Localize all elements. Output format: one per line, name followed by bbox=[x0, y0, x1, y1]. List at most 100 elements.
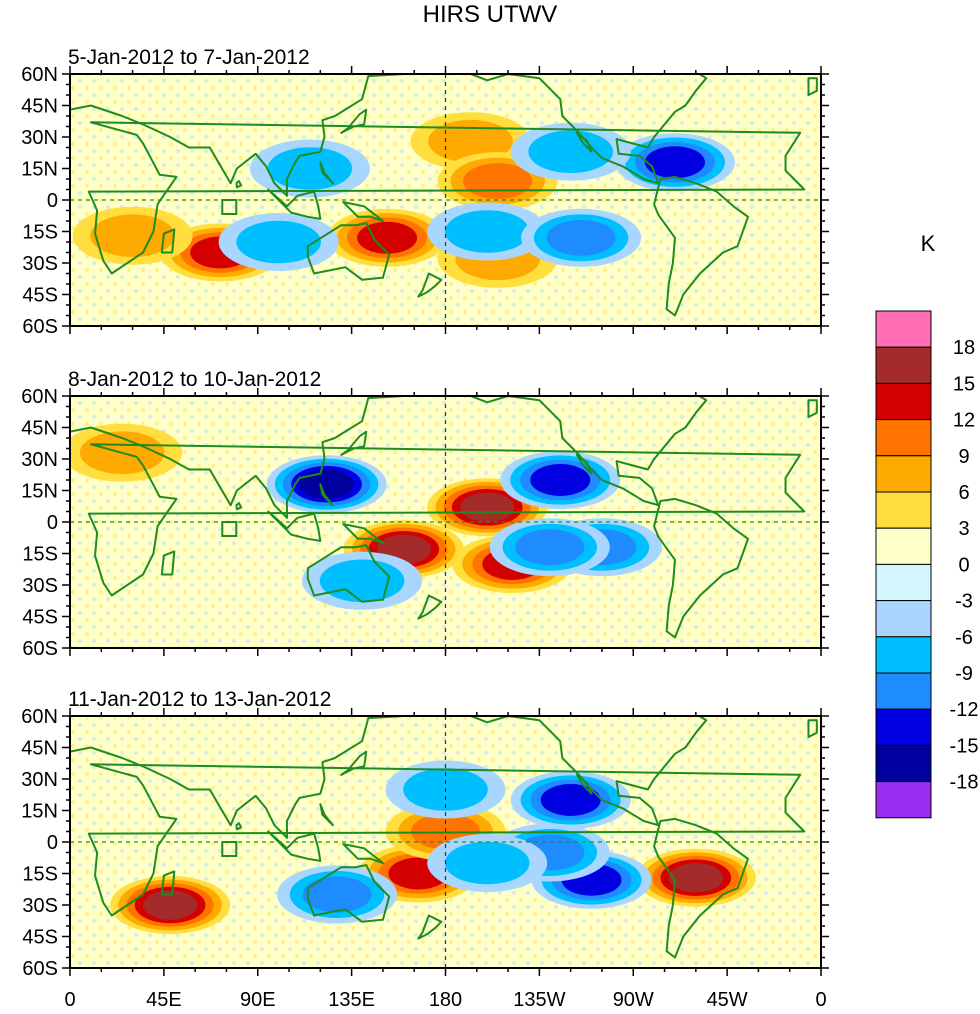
anomaly-negative bbox=[614, 133, 735, 192]
coastline-indonesia bbox=[267, 830, 322, 862]
colorbar-swatch bbox=[875, 491, 932, 529]
coastline-new-zealand bbox=[417, 914, 443, 940]
anomaly-negative bbox=[521, 208, 642, 267]
anomaly-negative bbox=[266, 455, 387, 514]
lat-tick-label: 60S bbox=[22, 638, 58, 660]
panel-title: 5-Jan-2012 to 7-Jan-2012 bbox=[68, 46, 310, 69]
colorbar-label: -18 bbox=[950, 772, 979, 794]
lon-tick-label: 0 bbox=[64, 989, 75, 1011]
lon-tick-label: 45W bbox=[707, 989, 748, 1011]
region-box bbox=[221, 841, 238, 857]
colorbar-label: 15 bbox=[953, 373, 975, 395]
coastline-africa bbox=[87, 121, 806, 275]
lon-tick-label: 0 bbox=[815, 989, 826, 1011]
coastline-japan bbox=[340, 430, 368, 456]
colorbar-label: 18 bbox=[953, 337, 975, 359]
coastline-philippines bbox=[319, 803, 334, 827]
anomaly-negative bbox=[489, 518, 610, 577]
map-panel-2: 60N 45N 30N 15N 0 15S 30S 45S 60S 8-Jan-2012 to 1… bbox=[21, 368, 829, 660]
colorbar-swatch bbox=[875, 455, 932, 493]
units-label: K bbox=[921, 231, 936, 256]
coastline-sri-lanka bbox=[235, 822, 243, 831]
lat-tick-label: 15S bbox=[22, 864, 58, 886]
coastline-uk bbox=[807, 399, 818, 418]
lat-tick-label: 60N bbox=[21, 386, 58, 408]
coastline-japan bbox=[340, 108, 368, 134]
lat-tick-label: 30N bbox=[21, 769, 58, 791]
ticks bbox=[62, 708, 829, 976]
lon-tick-labels: 0 45E 90E 135E 180 135W 90W 45W 0 bbox=[64, 989, 826, 1011]
ticks bbox=[62, 66, 829, 334]
coastline-australia bbox=[306, 544, 391, 603]
lat-tick-label: 45N bbox=[21, 96, 58, 118]
colorbar-swatch bbox=[875, 563, 932, 602]
colorbar-label: 12 bbox=[953, 410, 975, 432]
map-panel-3: 60N 45N 30N 15N 0 15S 30S 45S 60S 11-Jan-2012 to … bbox=[21, 688, 829, 980]
coastline-mexico-baja bbox=[575, 131, 593, 153]
lat-tick-label: 60N bbox=[21, 64, 58, 86]
coastline-indonesia bbox=[267, 510, 322, 542]
anomaly-positive bbox=[327, 208, 448, 267]
lat-tick-label: 0 bbox=[47, 512, 58, 534]
coastline-north-america bbox=[469, 74, 708, 185]
colorbar-swatch bbox=[875, 600, 932, 638]
lat-tick-label: 0 bbox=[47, 190, 58, 212]
lat-tick-label: 15N bbox=[21, 159, 58, 181]
lat-tick-label: 15S bbox=[22, 544, 58, 566]
lat-tick-label: 15S bbox=[22, 222, 58, 244]
coastline-sri-lanka bbox=[235, 502, 243, 511]
anomaly-negative bbox=[510, 122, 631, 181]
main-title: HIRS UTWV bbox=[423, 1, 558, 28]
coastline-madagascar bbox=[160, 228, 176, 254]
anomaly-negative bbox=[427, 834, 548, 892]
anomaly-negative bbox=[249, 139, 370, 198]
coastline-new-zealand bbox=[417, 272, 443, 298]
colorbar-swatch bbox=[875, 744, 932, 783]
colorbar-swatch bbox=[875, 636, 932, 674]
lat-tick-label: 30S bbox=[22, 895, 58, 917]
colorbar-label: 0 bbox=[958, 554, 969, 576]
lat-tick-label: 15N bbox=[21, 801, 58, 823]
coastline-new-guinea bbox=[342, 201, 384, 222]
colorbar-label: -3 bbox=[955, 591, 973, 613]
lon-tick-label: 90W bbox=[613, 989, 654, 1011]
colorbar-label: 6 bbox=[958, 482, 969, 504]
coastline-madagascar bbox=[160, 550, 176, 576]
lon-tick-label: 90E bbox=[240, 989, 276, 1011]
lat-tick-label: 60S bbox=[22, 958, 58, 980]
lon-tick-label: 135W bbox=[513, 989, 565, 1011]
lat-tick-label: 45N bbox=[21, 418, 58, 440]
panel-title: 11-Jan-2012 to 13-Jan-2012 bbox=[68, 688, 331, 711]
coastline-africa bbox=[87, 443, 806, 597]
coastline-north-america bbox=[469, 396, 708, 507]
anomaly-negative bbox=[277, 865, 398, 924]
colorbar-swatch bbox=[875, 346, 932, 384]
colorbar-label: -15 bbox=[950, 735, 979, 757]
colorbar-swatch bbox=[875, 708, 932, 746]
anomaly-negative bbox=[427, 202, 548, 261]
lon-tick-label: 135E bbox=[328, 989, 375, 1011]
coastline-australia bbox=[306, 864, 391, 923]
coastline-africa bbox=[87, 763, 806, 917]
map-panel-1: 60N 45N 30N 15N 0 15S 30S 45S 60S 5-Jan-2012 to 7… bbox=[21, 46, 829, 338]
coastline-south-america bbox=[653, 175, 749, 317]
map-panels: 60N 45N 30N 15N 0 15S 30S 45S 60S 5-Jan-2012 to 7… bbox=[21, 46, 829, 1011]
lat-tick-label: 45N bbox=[21, 738, 58, 760]
lat-tick-label: 60S bbox=[22, 316, 58, 338]
lat-tick-label: 30N bbox=[21, 449, 58, 471]
colorbar-swatch bbox=[875, 382, 932, 421]
coastline-new-zealand bbox=[417, 594, 443, 620]
coastline-philippines bbox=[319, 161, 334, 185]
region-box bbox=[221, 521, 238, 537]
coastline-indonesia bbox=[267, 188, 322, 220]
colorbar-label: -6 bbox=[955, 627, 973, 649]
coastline-mexico-baja bbox=[575, 453, 593, 475]
coastline-philippines bbox=[319, 483, 334, 507]
anomaly-negative bbox=[302, 551, 423, 610]
coastline-mexico-baja bbox=[575, 773, 593, 795]
coastline-south-america bbox=[653, 497, 749, 639]
lat-tick-label: 45S bbox=[22, 285, 58, 307]
lat-tick-label: 60N bbox=[21, 706, 58, 728]
lat-tick-label: 45S bbox=[22, 607, 58, 629]
